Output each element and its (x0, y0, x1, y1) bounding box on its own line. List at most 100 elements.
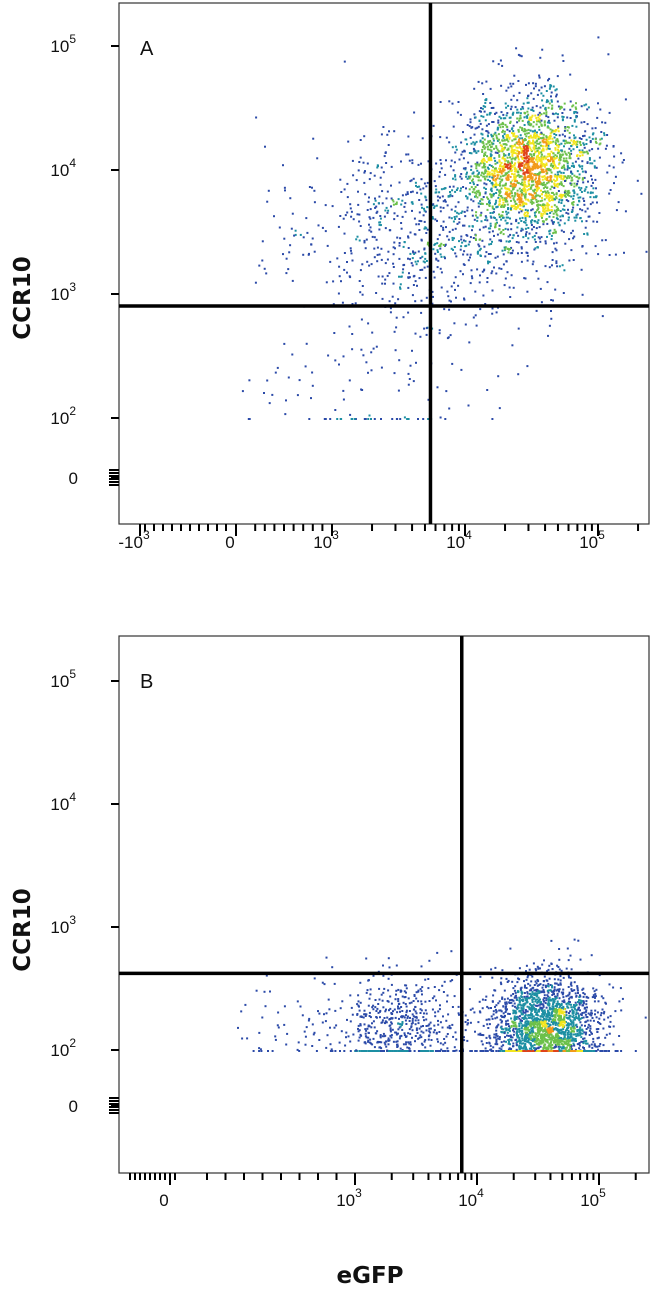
event-dot (523, 146, 526, 149)
event-dot (572, 1014, 575, 1017)
event-dot (448, 100, 451, 103)
event-dot (531, 987, 534, 990)
event-dot (568, 176, 571, 179)
event-dot (522, 1010, 525, 1013)
event-dot (582, 151, 585, 154)
event-dot (549, 86, 552, 88)
event-dot (555, 205, 558, 208)
event-dot (568, 238, 571, 241)
event-dot (287, 376, 290, 379)
event-dot (518, 996, 521, 999)
event-dot (557, 127, 560, 130)
event-dot (517, 173, 520, 176)
event-dot (515, 1016, 518, 1018)
event-dot (511, 179, 514, 182)
event-dot (572, 1024, 575, 1027)
event-dot (494, 180, 497, 183)
event-dot (590, 1014, 593, 1017)
event-dot (575, 995, 578, 998)
event-dot (501, 121, 504, 124)
event-dot (468, 193, 471, 196)
event-dot (488, 202, 491, 204)
event-dot (567, 994, 569, 997)
event-dot (387, 250, 390, 253)
event-dot (557, 173, 560, 176)
event-dot (545, 204, 548, 207)
event-dot (386, 190, 389, 193)
event-dot (572, 141, 575, 144)
event-dot (542, 1011, 544, 1014)
event-dot (546, 186, 548, 189)
event-dot (388, 229, 391, 232)
event-dot (570, 152, 573, 155)
event-dot (495, 218, 498, 221)
event-dot (621, 161, 624, 164)
event-dot (450, 285, 453, 288)
event-dot (550, 171, 553, 174)
event-dot (498, 182, 501, 185)
event-dot (555, 193, 558, 196)
event-dot (607, 53, 610, 56)
event-dot (589, 1027, 592, 1030)
event-dot (329, 260, 332, 263)
event-dot (557, 1045, 560, 1048)
event-dot (529, 157, 532, 160)
event-dot (358, 239, 361, 242)
event-dot (530, 209, 533, 212)
event-dot (605, 1033, 608, 1036)
event-dot (504, 123, 507, 126)
event-dot (380, 258, 383, 261)
event-dot (500, 84, 503, 87)
event-dot (527, 1026, 530, 1029)
event-dot (522, 169, 525, 172)
event-dot (563, 145, 565, 148)
event-dot (549, 142, 552, 144)
event-dot (422, 214, 425, 217)
event-dot (438, 245, 441, 247)
event-dot (504, 1001, 507, 1004)
event-dot (518, 1047, 521, 1050)
event-dot (439, 267, 442, 270)
event-dot (570, 179, 573, 182)
event-dot (442, 220, 445, 223)
event-dot (517, 53, 520, 56)
event-dot (572, 201, 575, 203)
event-dot (332, 303, 335, 306)
event-dot (414, 260, 417, 263)
event-dot (384, 227, 387, 230)
event-dot (353, 418, 356, 420)
event-dot (348, 275, 351, 278)
event-dot (553, 193, 556, 196)
event-dot (481, 1007, 484, 1010)
event-dot (579, 144, 582, 146)
event-dot (516, 180, 518, 183)
event-dot (525, 1033, 527, 1036)
event-dot (511, 161, 513, 164)
event-dot (462, 263, 465, 266)
event-dot (594, 1013, 596, 1016)
event-dot (556, 992, 559, 995)
event-dot (440, 271, 443, 274)
event-dot (528, 989, 531, 992)
event-dot (530, 1039, 533, 1041)
event-dot (586, 123, 589, 126)
event-dot (488, 171, 491, 174)
event-dot (541, 145, 544, 148)
event-dot (407, 135, 410, 138)
event-dot (351, 259, 354, 262)
event-dot (442, 206, 445, 209)
event-dot (469, 118, 472, 121)
event-dot (536, 182, 539, 185)
event-dot (531, 1019, 534, 1022)
event-dot (506, 187, 509, 190)
event-dot (482, 115, 485, 118)
event-dot (481, 148, 484, 151)
event-dot (452, 169, 455, 172)
event-dot (503, 174, 506, 177)
event-dot (491, 211, 494, 214)
event-dot (465, 138, 468, 141)
event-dot (439, 206, 442, 209)
event-dot (561, 1040, 564, 1043)
event-dot (569, 117, 572, 119)
event-dot (548, 1014, 551, 1017)
